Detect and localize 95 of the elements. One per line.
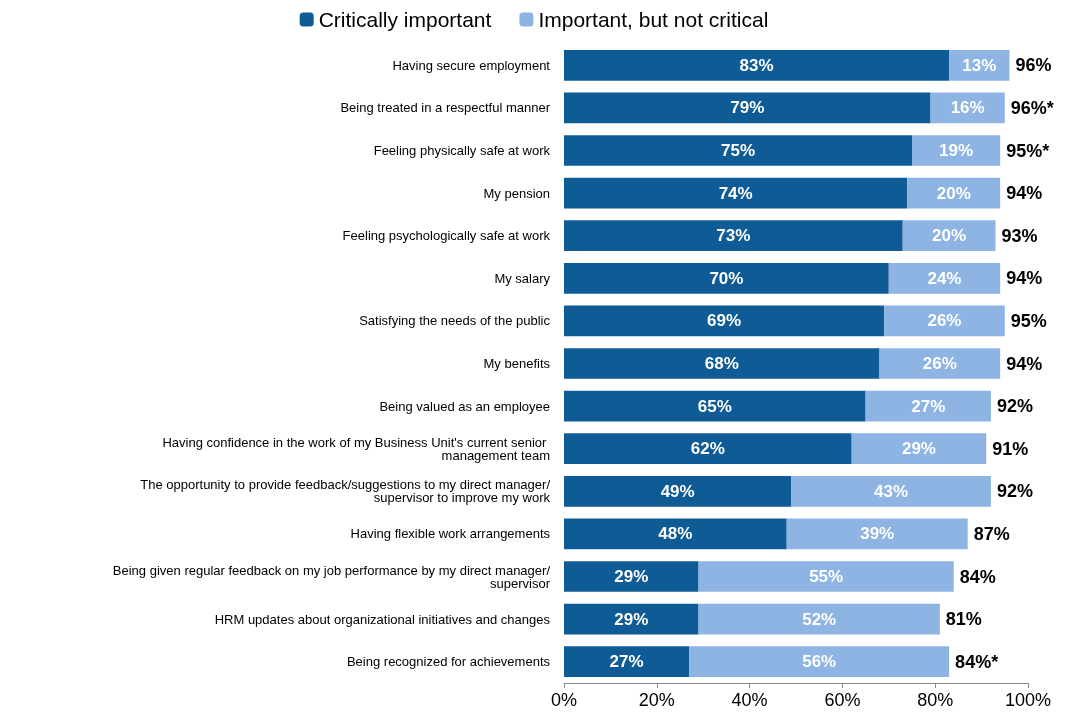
total-label: 84%* [955, 651, 999, 672]
data-label: 48% [658, 524, 693, 544]
data-label: 13% [962, 55, 997, 75]
x-tick-label: 100% [1004, 690, 1052, 710]
y-tick-label: The opportunity to provide feedback/suggestions to my direct manager/supervisor to improve my work [140, 477, 551, 506]
bar [912, 135, 1001, 166]
total-label: 95% [1010, 310, 1047, 331]
bar [564, 561, 699, 592]
data-label: 26% [922, 354, 957, 373]
bar [564, 92, 931, 124]
total-label: 95%* [1006, 140, 1050, 161]
data-label: 69% [707, 311, 742, 331]
y-tick-label: My salary [494, 270, 551, 286]
total-label: 84% [959, 566, 996, 587]
bar [564, 262, 889, 294]
x-tick-label: 60% [824, 690, 861, 710]
y-tick-label: Being given regular feedback on my job performance by my direct manager/supervisor [112, 562, 551, 591]
total-label: 93% [1001, 225, 1038, 246]
data-label: 68% [704, 354, 739, 373]
y-tick-label: Feeling physically safe at work [373, 143, 551, 158]
x-tick-label: 80% [917, 690, 954, 710]
bar [689, 646, 950, 678]
bar [791, 475, 991, 507]
bar [879, 348, 1001, 379]
data-label: 43% [874, 481, 909, 501]
bar [564, 603, 699, 635]
data-label: 55% [809, 567, 844, 586]
data-label: 20% [932, 226, 967, 246]
total-label: 94% [1006, 353, 1043, 374]
bar [564, 305, 885, 337]
y-tick-label: My pension [483, 185, 550, 201]
bar [564, 475, 792, 507]
data-label: 75% [720, 141, 756, 160]
y-tick-label: My benefits [483, 356, 551, 371]
y-tick-label: Being valued as an employee [379, 398, 550, 414]
data-label: 62% [690, 439, 725, 459]
data-label: 27% [609, 652, 644, 672]
data-label: 39% [860, 524, 895, 544]
x-tick-label: 0% [550, 690, 578, 710]
total-label: 96% [1015, 55, 1052, 76]
y-tick-label: Having flexible work arrangements [350, 526, 551, 542]
data-label: 24% [927, 268, 962, 288]
x-tick-label: 20% [638, 690, 675, 710]
data-label: 52% [802, 609, 837, 629]
bar [564, 49, 950, 81]
bar [786, 518, 968, 550]
x-tick-label: 40% [731, 690, 768, 710]
bar [698, 561, 954, 592]
data-label: 73% [716, 226, 751, 246]
data-label: 29% [901, 439, 936, 459]
data-label: 26% [927, 311, 962, 331]
data-label: 19% [939, 141, 974, 160]
legend-label: Critically important [318, 8, 492, 31]
bar [564, 177, 908, 209]
bar [698, 603, 940, 635]
data-label: 49% [660, 481, 695, 501]
data-label: 65% [697, 396, 732, 416]
legend-label: Important, but not critical [538, 8, 769, 31]
y-tick-label: Being recognized for achievements [346, 654, 551, 670]
bar [902, 220, 996, 252]
bar [888, 262, 1001, 294]
data-label: 56% [802, 652, 837, 672]
bar [564, 518, 787, 550]
total-label: 96%* [1010, 97, 1054, 118]
y-tick-label: Satisfying the needs of the public [359, 313, 551, 329]
total-label: 92% [996, 481, 1033, 502]
y-tick-label: Having secure employment [392, 57, 551, 73]
bar [564, 220, 903, 252]
total-label: 91% [992, 438, 1029, 459]
total-label: 92% [996, 396, 1033, 417]
y-tick-label: Having confidence in the work of my Business Unit's current senior management team [162, 434, 550, 463]
data-label: 83% [739, 55, 774, 75]
data-label: 16% [950, 98, 985, 118]
bar [564, 348, 880, 379]
bar [564, 135, 912, 166]
bar [865, 390, 991, 422]
data-label: 74% [718, 183, 753, 203]
data-label: 27% [911, 396, 946, 416]
total-label: 81% [945, 609, 982, 630]
bar [564, 646, 690, 678]
total-label: 94% [1006, 183, 1043, 204]
data-label: 29% [614, 567, 649, 586]
y-tick-label: Being treated in a respectful manner [340, 100, 551, 116]
bar [564, 390, 866, 422]
data-label: 29% [614, 609, 649, 629]
bar [851, 433, 987, 465]
data-label: 79% [730, 98, 765, 118]
data-label: 20% [936, 183, 971, 203]
bar [884, 305, 1005, 337]
data-label: 70% [709, 268, 744, 288]
total-label: 94% [1006, 268, 1043, 289]
y-tick-label: Feeling psychologically safe at work [342, 228, 551, 244]
bar [564, 433, 852, 465]
total-label: 87% [973, 523, 1010, 544]
y-tick-label: HRM updates about organizational initiatives and changes [214, 611, 551, 627]
